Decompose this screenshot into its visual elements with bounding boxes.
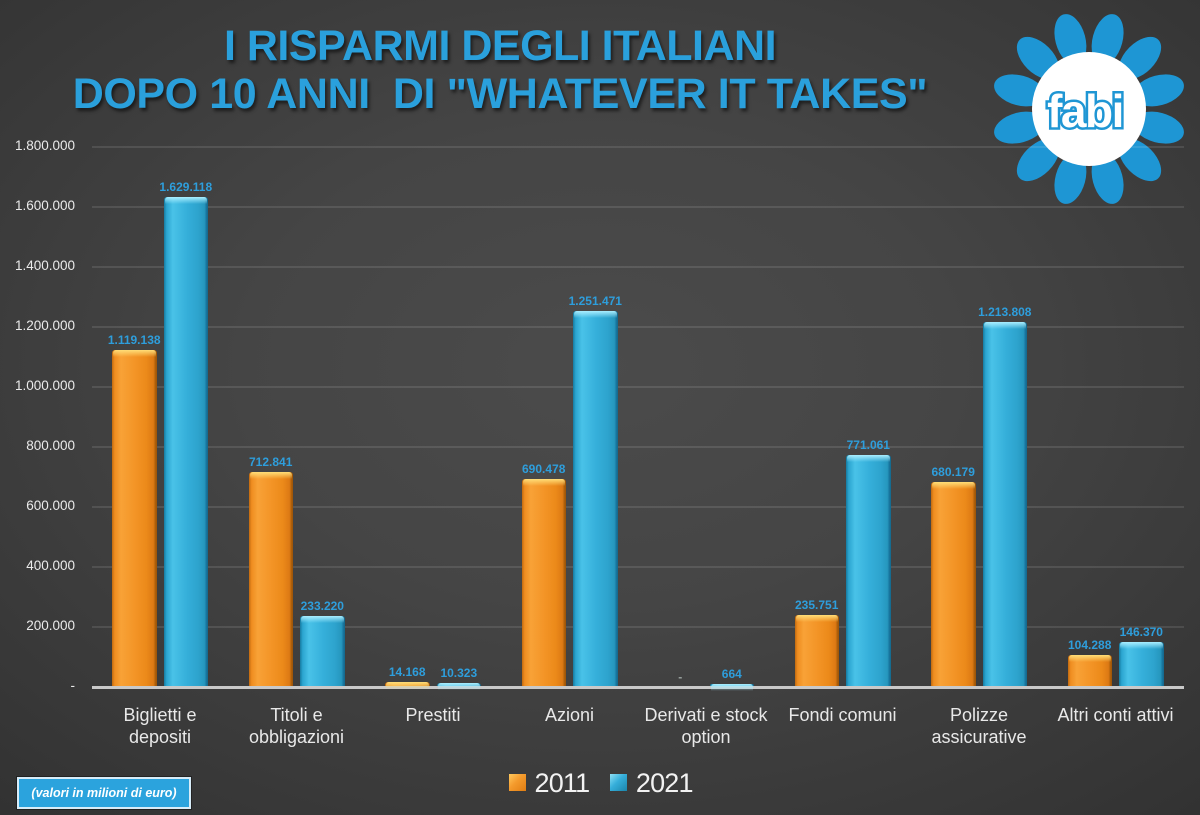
svg-text:fabi: fabi [1047,85,1123,137]
